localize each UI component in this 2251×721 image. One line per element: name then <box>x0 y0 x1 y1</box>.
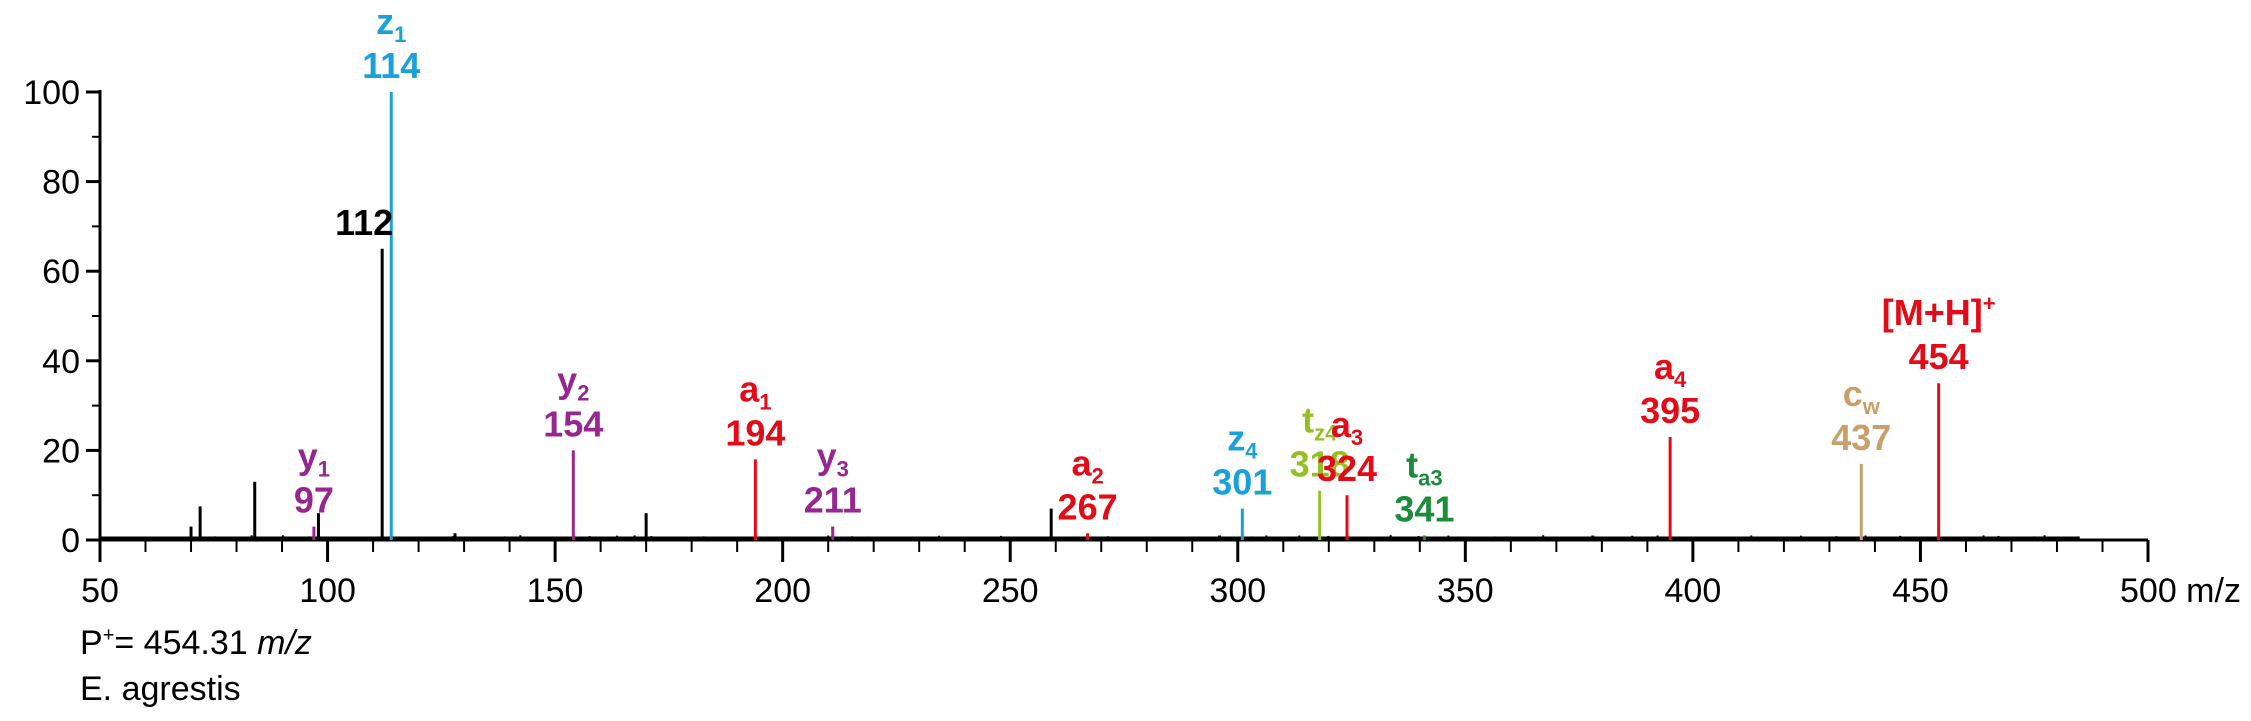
peak-label-ion-97: y1 <box>298 436 330 482</box>
x-tick-label-450: 450 <box>1892 572 1949 610</box>
ion-subscript: 2 <box>1091 463 1103 488</box>
ion-subscript: 4 <box>1674 367 1687 392</box>
ion-letter: y <box>298 436 318 477</box>
peak-label-ion-395: a4 <box>1654 346 1687 392</box>
y-tick-label-60: 60 <box>42 253 80 291</box>
ion-letter: a <box>739 368 760 409</box>
peak-label-mz-301: 301 <box>1212 462 1272 503</box>
x-tick-label-50: 50 <box>81 572 119 610</box>
peak-label-ion-437: cw <box>1843 373 1881 419</box>
peak-label-ion-341: ta3 <box>1406 445 1442 491</box>
peak-label-mz-395: 395 <box>1640 390 1700 431</box>
x-tick-label-150: 150 <box>527 572 584 610</box>
ion-letter: a <box>1654 346 1675 387</box>
ion-letter: t <box>1406 445 1418 486</box>
peak-label-mz-211: 211 <box>804 480 862 521</box>
ion-superscript: + <box>1983 291 1996 316</box>
peak-label-ion-267: a2 <box>1071 442 1103 488</box>
peak-label-mz-267: 267 <box>1058 486 1118 527</box>
x-tick-label-200: 200 <box>754 572 811 610</box>
peak-label-ion-114: z1 <box>376 1 406 47</box>
ion-letter: [M+H] <box>1882 292 1983 333</box>
peak-label-mz-112: 112 <box>335 202 393 243</box>
peak-label-ion-301: z4 <box>1227 418 1258 464</box>
peak-label-mz-318: 318 <box>1290 444 1350 485</box>
peak-label-mz-454: 454 <box>1909 336 1969 377</box>
precursor-prefix: P <box>80 624 103 662</box>
peak-label-ion-154: y2 <box>557 359 589 405</box>
precursor-value: = 454.31 <box>114 624 258 662</box>
peak-label-mz-341: 341 <box>1394 489 1454 530</box>
y-tick-label-80: 80 <box>42 164 80 202</box>
peak-label-mz-324: 324 <box>1317 448 1377 489</box>
precursor-unit: m/z <box>257 624 312 662</box>
ion-letter: y <box>817 436 837 477</box>
ion-subscript: 4 <box>1245 439 1258 464</box>
ion-subscript: 1 <box>318 457 330 482</box>
x-tick-label-500: 500 m/z <box>2120 572 2241 610</box>
peak-label-mz-154: 154 <box>543 403 603 444</box>
y-tick-label-100: 100 <box>23 74 80 112</box>
ion-letter: a <box>1331 404 1352 445</box>
peak-label-ion-318: tz4 <box>1302 400 1338 446</box>
ion-letter: z <box>1227 418 1245 459</box>
ion-subscript: 3 <box>1351 425 1363 450</box>
ion-subscript: 1 <box>394 22 406 47</box>
peak-label-ion-211: y3 <box>817 436 849 482</box>
precursor-info: P+= 454.31 m/z <box>80 624 312 663</box>
ion-letter: t <box>1302 400 1314 441</box>
ion-subscript: 3 <box>837 457 849 482</box>
x-tick-label-350: 350 <box>1437 572 1494 610</box>
x-tick-label-250: 250 <box>982 572 1039 610</box>
peak-label-mz-97: 97 <box>294 480 334 521</box>
peak-label-mz-194: 194 <box>725 412 785 453</box>
x-tick-label-100: 100 <box>299 572 356 610</box>
y-tick-label-0: 0 <box>61 522 80 560</box>
peak-label-ion-194: a1 <box>739 368 771 414</box>
species-name: E. agrestis <box>80 670 241 708</box>
peak-label-mz-437: 437 <box>1831 417 1891 458</box>
ion-subscript: w <box>1862 394 1881 419</box>
ion-letter: z <box>376 1 394 42</box>
x-tick-label-400: 400 <box>1665 572 1722 610</box>
baseline-noise <box>100 535 2080 540</box>
y-tick-label-40: 40 <box>42 343 80 381</box>
ion-subscript: z4 <box>1314 421 1338 446</box>
peak-label-mz-114: 114 <box>362 45 420 86</box>
peak-label-ion-454: [M+H]+ <box>1882 291 1996 333</box>
peaks <box>189 92 2036 540</box>
peak-label-ion-324: a3 <box>1331 404 1363 450</box>
precursor-charge: + <box>102 624 115 647</box>
y-tick-label-20: 20 <box>42 432 80 470</box>
ion-letter: c <box>1843 373 1863 414</box>
x-tick-label-300: 300 <box>1209 572 1266 610</box>
ion-subscript: a3 <box>1418 466 1442 491</box>
ion-subscript: 2 <box>577 380 589 405</box>
ion-letter: y <box>557 359 577 400</box>
ion-letter: a <box>1071 442 1092 483</box>
axes: 0 20 40 60 80 100 50 100 150 200 250 300 350 400 450 50… <box>23 74 2241 610</box>
ion-subscript: 1 <box>759 389 771 414</box>
